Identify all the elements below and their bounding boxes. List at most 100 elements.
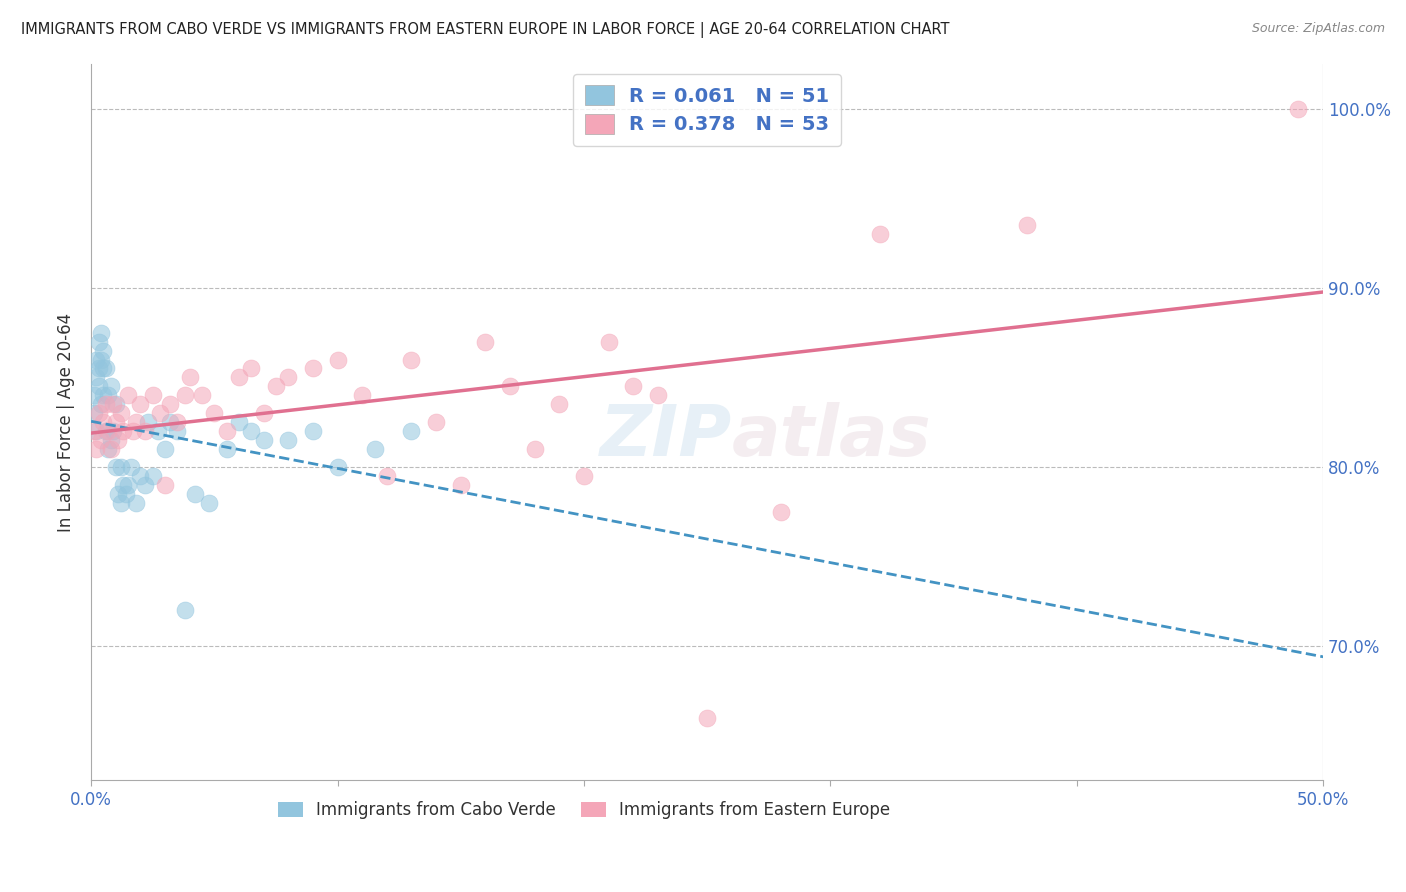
Point bbox=[87, 334, 110, 349]
Point bbox=[107, 433, 129, 447]
Point bbox=[120, 459, 142, 474]
Point bbox=[84, 442, 107, 456]
Point bbox=[401, 352, 423, 367]
Point bbox=[100, 379, 122, 393]
Point bbox=[159, 397, 181, 411]
Point bbox=[97, 442, 120, 456]
Point bbox=[149, 406, 172, 420]
Point bbox=[621, 379, 644, 393]
Point bbox=[159, 415, 181, 429]
Point bbox=[103, 397, 125, 411]
Point bbox=[93, 415, 115, 429]
Point bbox=[770, 505, 793, 519]
Point bbox=[87, 406, 110, 420]
Text: atlas: atlas bbox=[731, 402, 932, 471]
Point bbox=[179, 370, 201, 384]
Point bbox=[134, 478, 156, 492]
Point bbox=[94, 361, 117, 376]
Point bbox=[173, 603, 195, 617]
Point bbox=[253, 406, 276, 420]
Point bbox=[90, 352, 112, 367]
Point bbox=[142, 469, 165, 483]
Point bbox=[264, 379, 287, 393]
Point bbox=[97, 424, 120, 438]
Point bbox=[598, 334, 620, 349]
Point bbox=[228, 370, 250, 384]
Point bbox=[83, 406, 105, 420]
Point bbox=[202, 406, 225, 420]
Point bbox=[173, 388, 195, 402]
Point bbox=[114, 487, 136, 501]
Point bbox=[110, 459, 132, 474]
Point bbox=[94, 397, 117, 411]
Point bbox=[146, 424, 169, 438]
Point bbox=[375, 469, 398, 483]
Point bbox=[84, 370, 107, 384]
Point bbox=[100, 433, 122, 447]
Point bbox=[129, 469, 152, 483]
Legend: Immigrants from Cabo Verde, Immigrants from Eastern Europe: Immigrants from Cabo Verde, Immigrants f… bbox=[271, 795, 897, 826]
Point bbox=[117, 388, 139, 402]
Point bbox=[499, 379, 522, 393]
Text: IMMIGRANTS FROM CABO VERDE VS IMMIGRANTS FROM EASTERN EUROPE IN LABOR FORCE | AG: IMMIGRANTS FROM CABO VERDE VS IMMIGRANTS… bbox=[21, 22, 949, 38]
Point bbox=[103, 424, 125, 438]
Point bbox=[87, 361, 110, 376]
Point bbox=[696, 711, 718, 725]
Point bbox=[112, 478, 135, 492]
Point bbox=[1288, 102, 1310, 116]
Point bbox=[134, 424, 156, 438]
Point bbox=[352, 388, 374, 402]
Point bbox=[450, 478, 472, 492]
Point bbox=[117, 478, 139, 492]
Point bbox=[112, 424, 135, 438]
Point bbox=[1017, 218, 1039, 232]
Point bbox=[136, 415, 159, 429]
Point bbox=[104, 397, 127, 411]
Point bbox=[129, 397, 152, 411]
Point bbox=[90, 397, 112, 411]
Point bbox=[122, 424, 145, 438]
Point bbox=[302, 361, 325, 376]
Point bbox=[523, 442, 546, 456]
Point bbox=[240, 424, 263, 438]
Point bbox=[83, 388, 105, 402]
Point bbox=[548, 397, 571, 411]
Point bbox=[93, 343, 115, 358]
Point bbox=[84, 424, 107, 438]
Point bbox=[326, 459, 349, 474]
Point bbox=[183, 487, 205, 501]
Point bbox=[572, 469, 595, 483]
Point bbox=[240, 361, 263, 376]
Point bbox=[124, 496, 146, 510]
Text: Source: ZipAtlas.com: Source: ZipAtlas.com bbox=[1251, 22, 1385, 36]
Point bbox=[90, 433, 112, 447]
Point bbox=[84, 352, 107, 367]
Point bbox=[869, 227, 891, 242]
Point bbox=[647, 388, 669, 402]
Text: ZIP: ZIP bbox=[599, 402, 731, 471]
Point bbox=[166, 415, 188, 429]
Point bbox=[94, 424, 117, 438]
Point bbox=[153, 478, 176, 492]
Point bbox=[90, 326, 112, 340]
Point bbox=[326, 352, 349, 367]
Point bbox=[215, 442, 238, 456]
Point bbox=[166, 424, 188, 438]
Point bbox=[425, 415, 447, 429]
Point bbox=[107, 487, 129, 501]
Point bbox=[191, 388, 214, 402]
Point bbox=[104, 459, 127, 474]
Point bbox=[83, 424, 105, 438]
Point bbox=[228, 415, 250, 429]
Point bbox=[110, 496, 132, 510]
Point bbox=[277, 433, 299, 447]
Point bbox=[215, 424, 238, 438]
Point bbox=[97, 388, 120, 402]
Point bbox=[87, 379, 110, 393]
Point bbox=[401, 424, 423, 438]
Point bbox=[253, 433, 276, 447]
Point bbox=[110, 406, 132, 420]
Point bbox=[302, 424, 325, 438]
Point bbox=[153, 442, 176, 456]
Point bbox=[142, 388, 165, 402]
